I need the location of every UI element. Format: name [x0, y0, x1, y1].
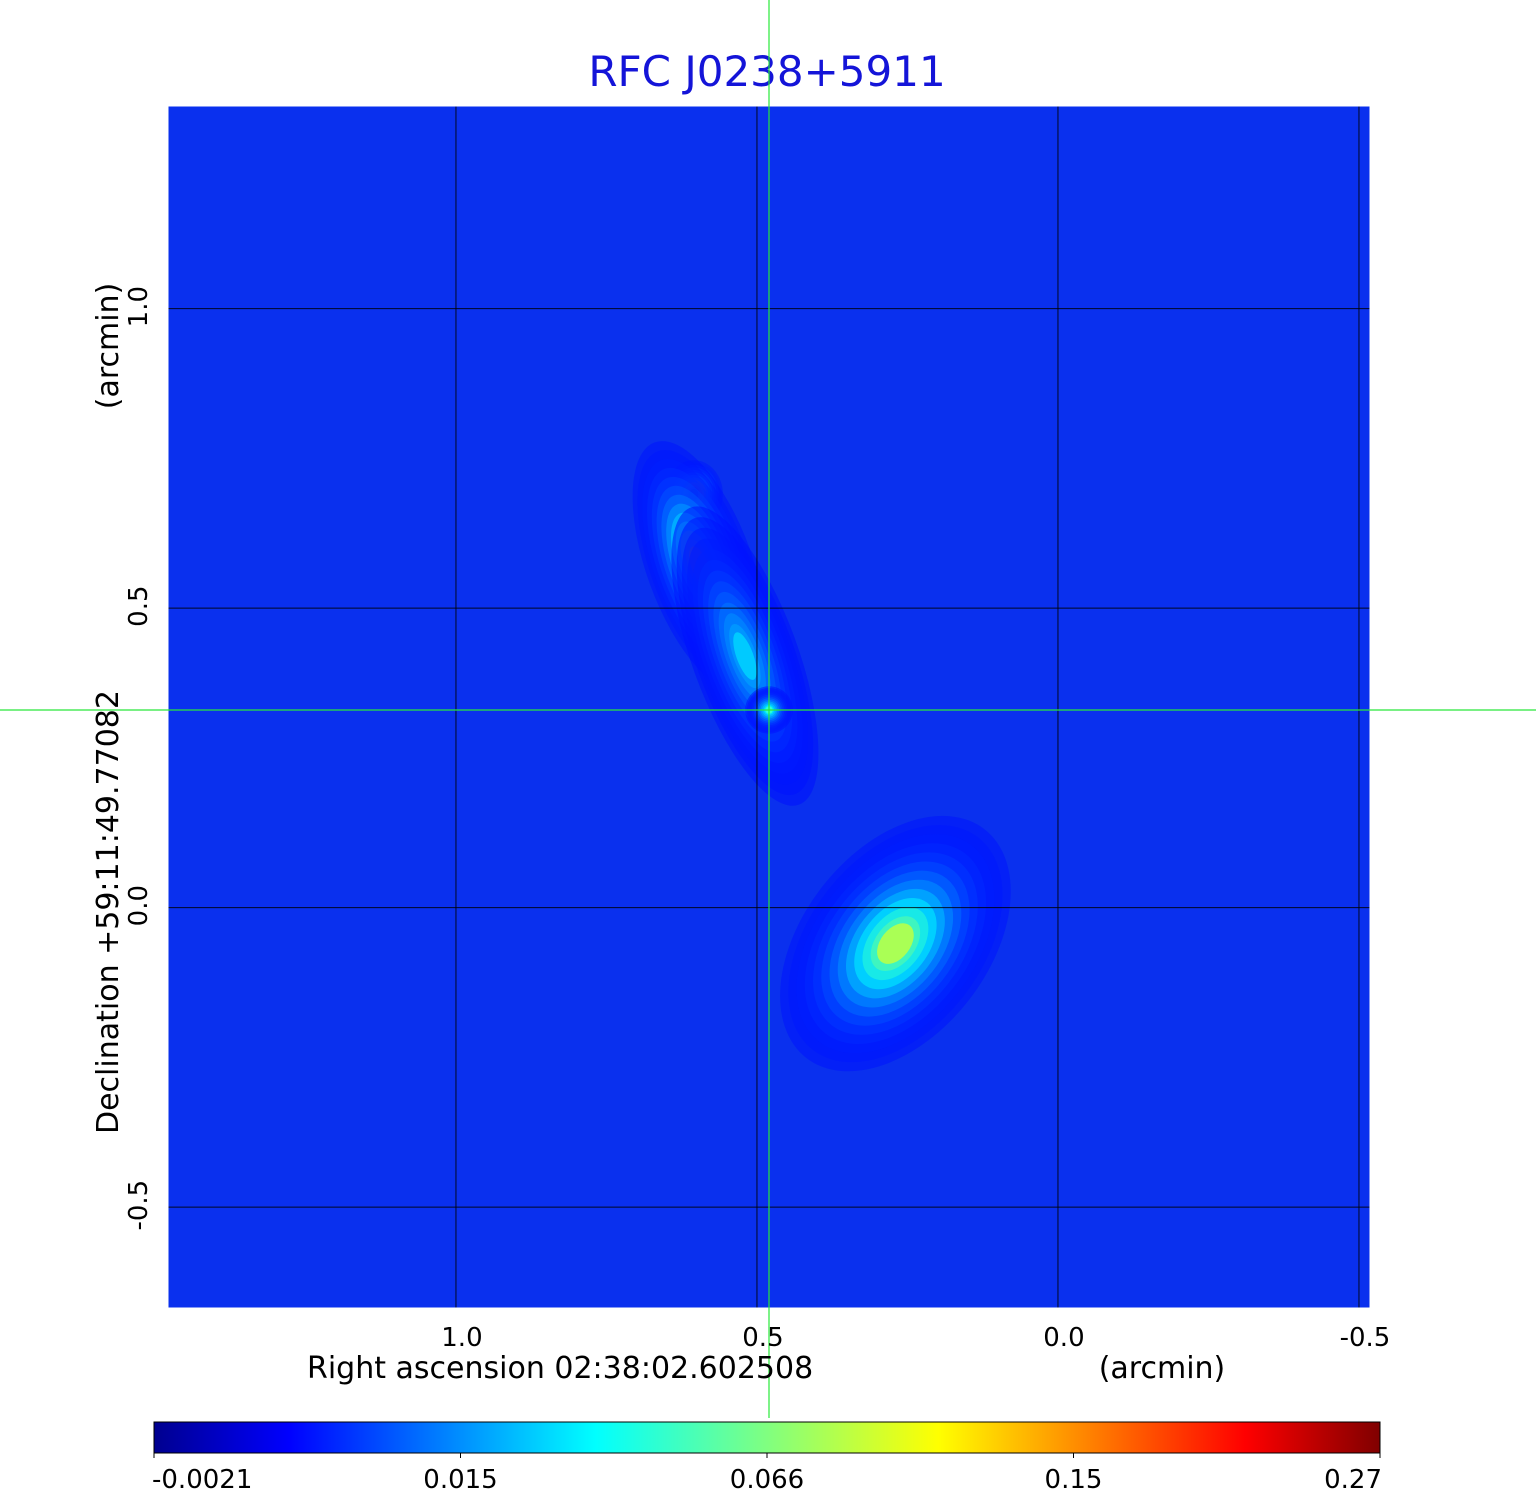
- y-tick-label: 0.5: [124, 585, 154, 626]
- x-tick-label: -0.5: [1340, 1323, 1391, 1353]
- colorbar-tick-label: 0.27: [1324, 1465, 1382, 1495]
- y-axis-label: Declination +59:11:49.77082: [91, 690, 126, 1134]
- colorbar-tick-label: 0.15: [1045, 1465, 1103, 1495]
- chart-title: RFC J0238+5911: [588, 47, 945, 96]
- x-axis-unit: (arcmin): [1099, 1351, 1226, 1386]
- emission-component: [780, 815, 1011, 1072]
- colorbar-tick-labels: -0.0021 0.015 0.066 0.15 0.27: [152, 1453, 1382, 1495]
- emission-components: [632, 441, 1011, 1072]
- component-core: [877, 923, 914, 964]
- y-tick-label: 0.0: [124, 885, 154, 926]
- x-tick-label: 0.5: [742, 1323, 783, 1353]
- x-axis-tick-labels: 1.0 0.5 0.0 -0.5: [441, 1323, 1390, 1353]
- component-core: [733, 632, 757, 680]
- colorbar-tick-label: 0.066: [730, 1465, 804, 1495]
- crosshair: [0, 0, 1536, 1418]
- y-tick-label: 1.0: [124, 286, 154, 327]
- colorbar-tick-label: 0.015: [423, 1465, 497, 1495]
- y-axis-tick-labels: 1.0 0.5 0.0 -0.5: [124, 286, 154, 1231]
- x-axis-label: Right ascension 02:38:02.602508: [307, 1351, 813, 1386]
- x-tick-label: 0.0: [1043, 1323, 1084, 1353]
- y-tick-label: -0.5: [124, 1180, 154, 1231]
- x-tick-label: 1.0: [441, 1323, 482, 1353]
- colorbar-tick-label: -0.0021: [152, 1465, 252, 1495]
- y-axis-unit: (arcmin): [91, 283, 126, 410]
- colorbar: [153, 1421, 1381, 1454]
